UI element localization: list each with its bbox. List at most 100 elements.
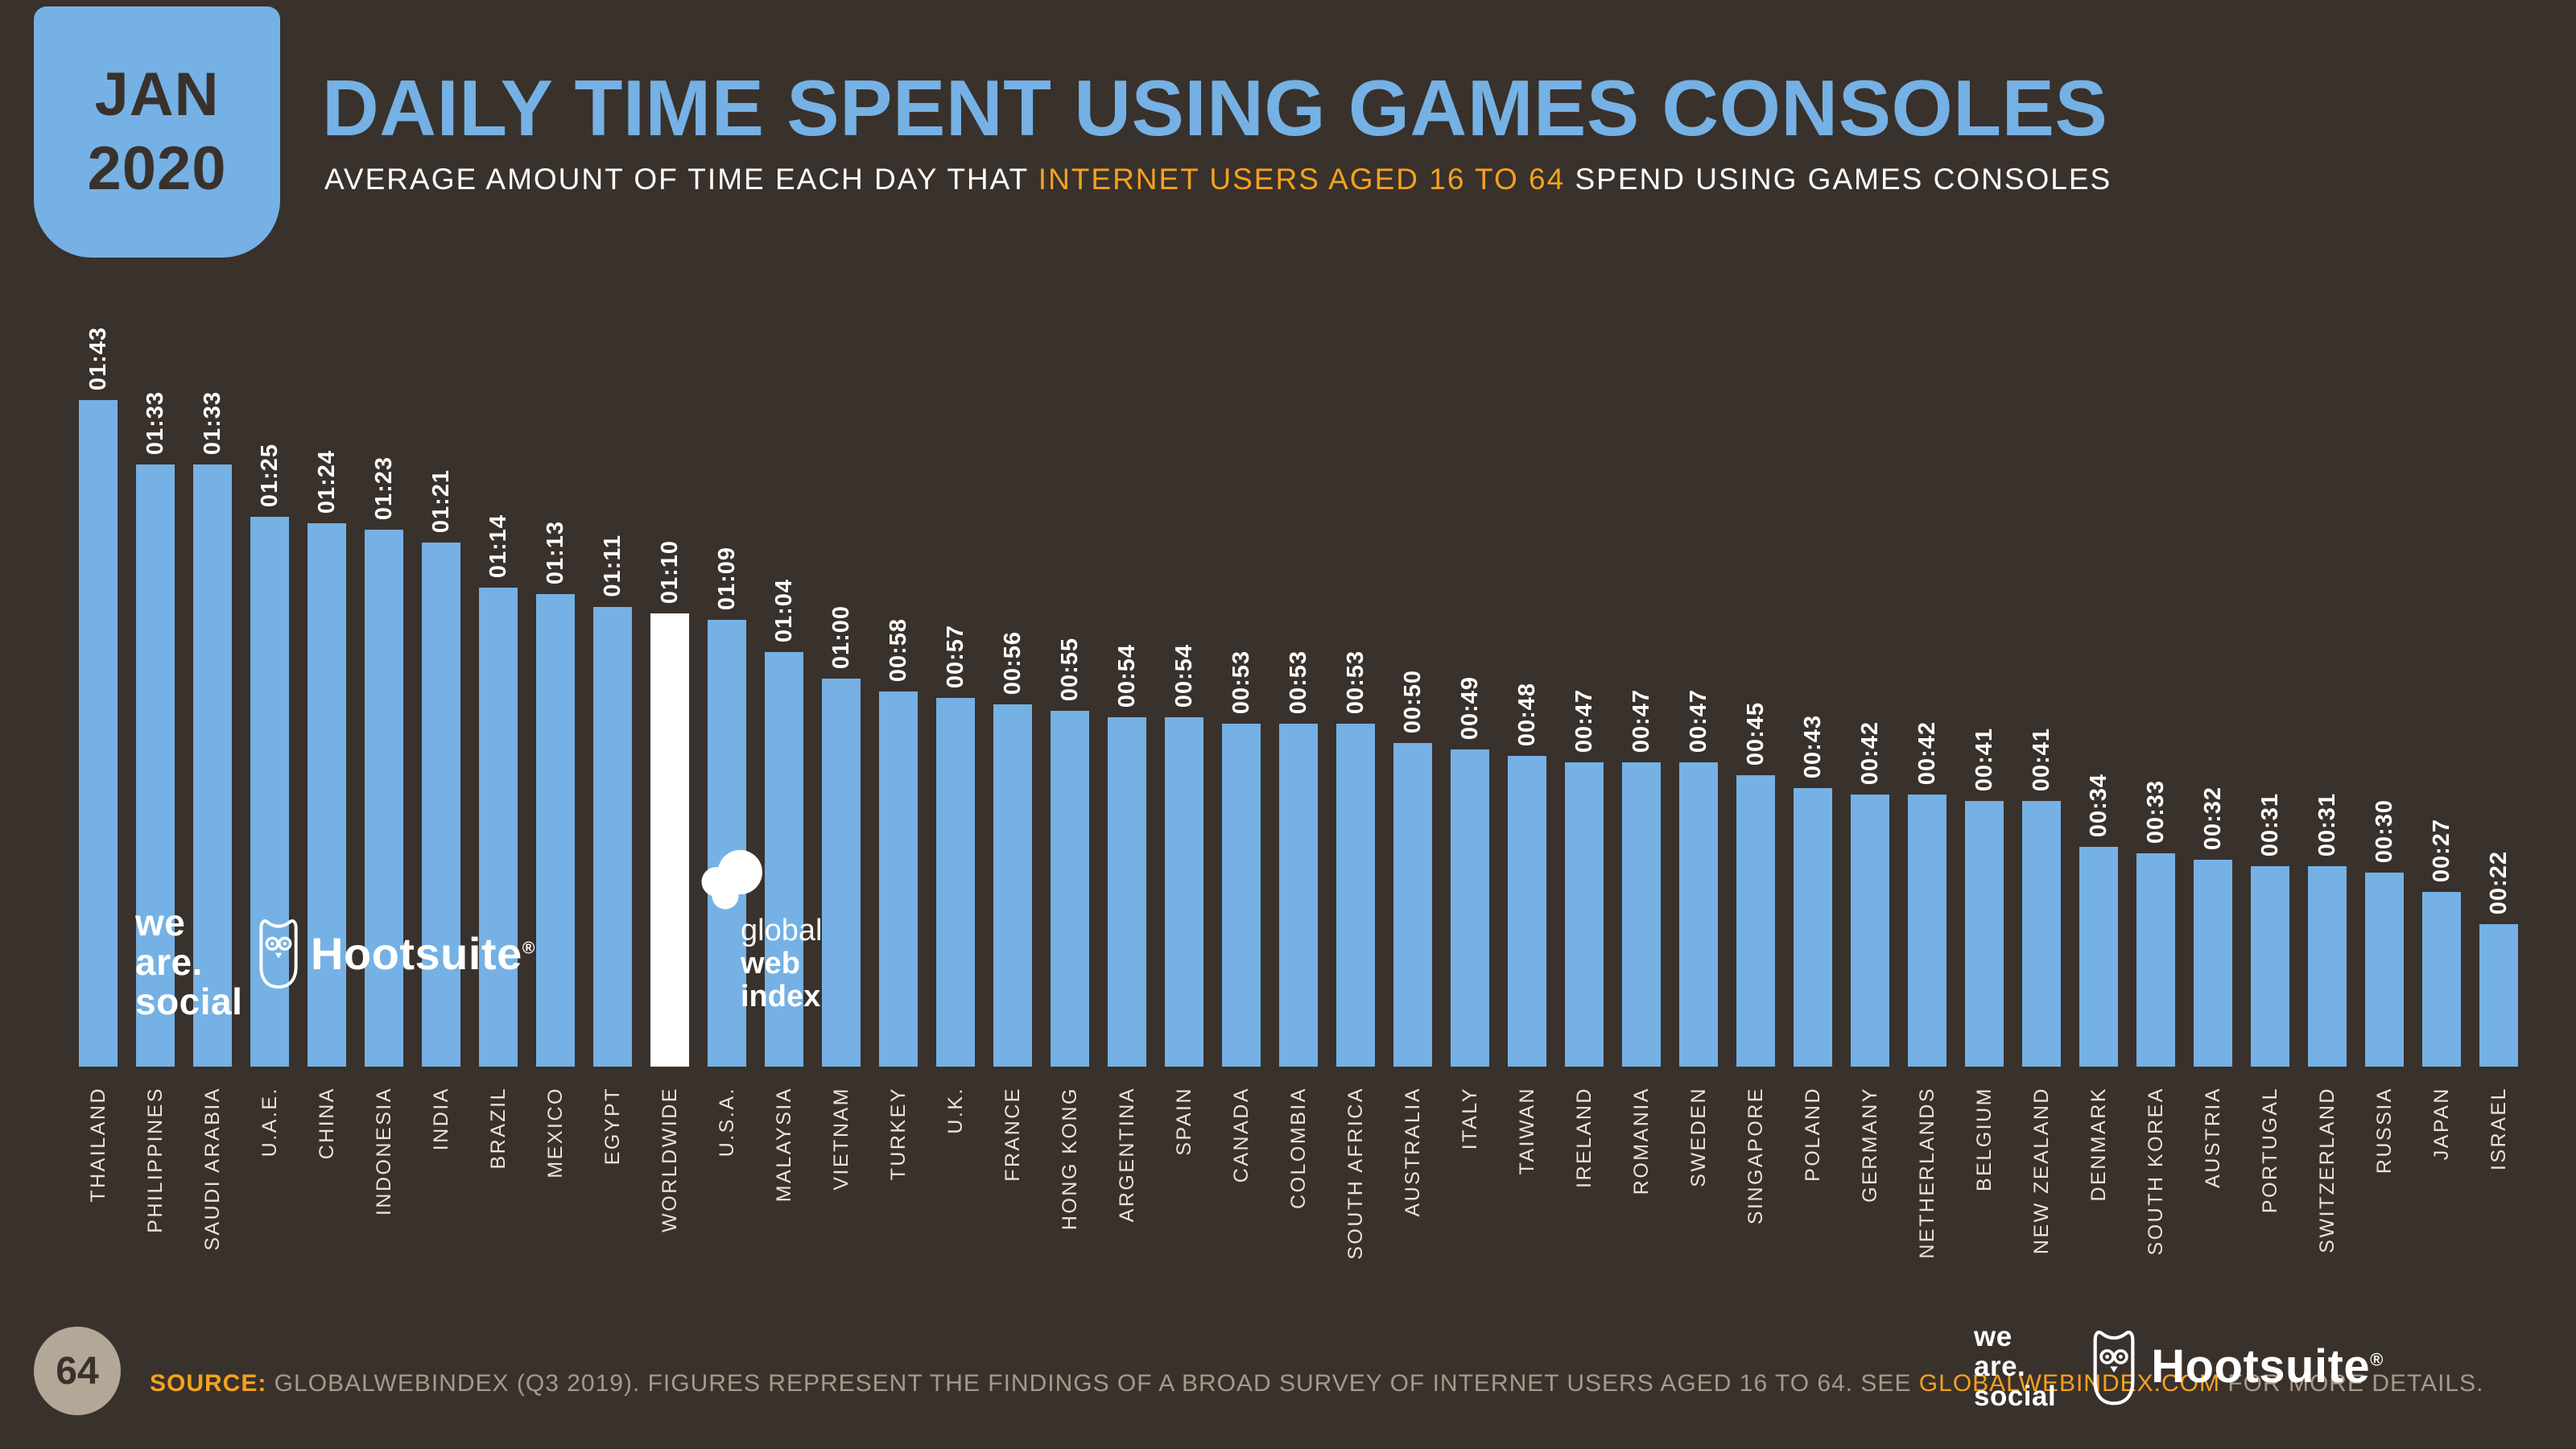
bar-value-text: 01:14 [485,514,511,578]
source-note: SOURCE: GLOBALWEBINDEX (Q3 2019). FIGURE… [150,1370,2483,1397]
bar-u-k [936,698,975,1067]
category-label-text: U.A.E. [258,1087,281,1158]
hootsuite-wordmark: Hootsuite® [311,927,535,980]
bar-value-text: 00:31 [2314,792,2340,857]
category-label-italy: ITALY [1438,1087,1502,1150]
bar-thailand [79,400,118,1067]
we-are-social-line: social [1974,1381,2057,1412]
bar-value-germany: 00:42 [1838,721,1902,785]
bar-value-argentina: 00:54 [1095,644,1159,708]
bar-ireland [1565,762,1604,1067]
category-label-text: HONG KONG [1058,1087,1081,1231]
bar-value-text: 01:11 [599,535,625,597]
bar-value-taiwan: 00:48 [1495,683,1559,746]
bar-value-sweden: 00:47 [1666,689,1731,753]
bar-value-u-s-a: 01:09 [695,547,759,610]
bar-value-text: 00:54 [1170,643,1197,708]
bar-value-text: 01:21 [427,469,454,533]
bar-spain [1165,717,1203,1067]
category-label-text: ITALY [1458,1087,1481,1150]
category-label-hong-kong: HONG KONG [1038,1087,1102,1230]
category-label-colombia: COLOMBIA [1266,1087,1331,1209]
category-label-switzerland: SWITZERLAND [2295,1087,2359,1253]
bar-value-israel: 00:22 [2467,851,2531,914]
bar-value-colombia: 00:53 [1266,650,1331,714]
hootsuite-wordmark: Hootsuite® [2151,1340,2384,1393]
bar-value-belgium: 00:41 [1952,728,2017,791]
category-label-thailand: THAILAND [66,1087,130,1203]
bar-value-text: 00:41 [1971,727,1997,791]
bar-value-japan: 00:27 [2409,819,2474,882]
page-title: DAILY TIME SPENT USING GAMES CONSOLES [322,64,2108,152]
category-label-text: SINGAPORE [1744,1087,1767,1225]
category-label-u-a-e: U.A.E. [237,1087,302,1157]
we-are-social-line: are. [1974,1351,2026,1382]
bar-australia [1393,743,1432,1067]
bar-value-denmark: 00:34 [2066,774,2131,837]
category-label-turkey: TURKEY [866,1087,931,1180]
category-label-text: SPAIN [1172,1087,1195,1156]
footer-logos: we are. social Hootsuite® [1974,1322,2384,1411]
bar-value-ireland: 00:47 [1552,689,1616,753]
category-label-germany: GERMANY [1838,1087,1902,1203]
bar-france [993,704,1032,1067]
category-label-text: FRANCE [1001,1087,1024,1182]
category-label-text: INDIA [429,1087,452,1151]
we-are-social-line: are. [135,941,203,983]
category-label-text: SWEDEN [1686,1087,1710,1187]
bar-taiwan [1508,756,1546,1067]
category-label-text: EGYPT [601,1087,624,1166]
bar-u-s-a [708,620,746,1067]
category-label-philippines: PHILIPPINES [123,1087,188,1233]
category-label-netherlands: NETHERLANDS [1895,1087,1959,1259]
category-label-australia: AUSTRALIA [1381,1087,1445,1216]
category-label-israel: ISRAEL [2467,1087,2531,1170]
category-label-indonesia: INDONESIA [352,1087,416,1216]
category-label-u-k: U.K. [923,1087,988,1134]
gwi-line-global: global [741,914,823,947]
bar-value-philippines: 01:33 [123,391,188,455]
category-label-egypt: EGYPT [580,1087,645,1165]
bar-value-text: 01:24 [313,449,340,514]
category-label-text: AUSTRALIA [1401,1087,1424,1217]
bar-worldwide [650,613,689,1067]
bar-argentina [1108,717,1146,1067]
bar-austria [2194,860,2232,1067]
bar-value-text: 00:30 [2371,799,2397,863]
category-label-worldwide: WORLDWIDE [638,1087,702,1232]
category-label-text: DENMARK [2087,1087,2110,1202]
category-label-text: SOUTH KOREA [2144,1087,2167,1256]
bar-u-a-e [250,517,289,1067]
page-number-badge: 64 [34,1327,121,1415]
bar-mexico [536,594,575,1067]
bar-value-text: 00:27 [2428,818,2454,882]
category-label-denmark: DENMARK [2066,1087,2131,1202]
bar-value-saudi-arabia: 01:33 [180,391,245,455]
category-label-text: U.K. [943,1087,967,1134]
bar-malaysia [765,652,803,1067]
category-label-malaysia: MALAYSIA [752,1087,816,1202]
category-label-text: ARGENTINA [1115,1087,1138,1223]
bar-value-text: 00:57 [942,624,968,688]
bar-belgium [1965,801,2004,1067]
bar-value-new-zealand: 00:41 [2009,728,2074,791]
bar-value-thailand: 01:43 [66,327,130,390]
category-label-japan: JAPAN [2409,1087,2474,1160]
category-label-new-zealand: NEW ZEALAND [2009,1087,2074,1254]
subtitle-text-1: AVERAGE AMOUNT OF TIME EACH DAY THAT [324,163,1038,196]
bar-value-text: 00:32 [2199,786,2226,850]
bar-value-text: 00:22 [2485,850,2512,914]
bar-value-text: 00:45 [1742,701,1769,766]
registered-mark: ® [522,937,535,957]
category-label-text: ISRAEL [2487,1087,2510,1170]
bar-italy [1451,749,1489,1067]
bar-india [422,543,460,1067]
bar-value-text: 00:58 [885,617,911,682]
gwi-cloud-icon [701,849,762,910]
hootsuite-owl-icon [2093,1330,2135,1405]
bar-value-text: 00:31 [2256,792,2283,857]
we-are-social-line: social [135,980,243,1022]
page-number: 64 [56,1349,99,1393]
category-label-austria: AUSTRIA [2181,1087,2245,1188]
